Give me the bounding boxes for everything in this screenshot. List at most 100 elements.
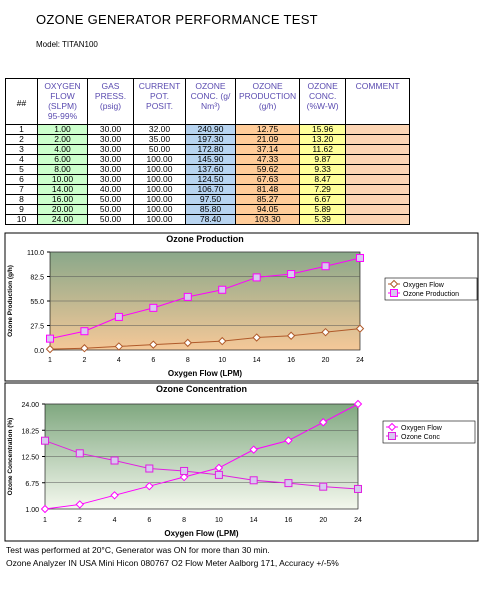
table-cell: 103.30 — [234, 214, 301, 225]
data-point — [110, 456, 119, 465]
y-tick-label: 18.25 — [21, 428, 39, 435]
series-line — [49, 257, 361, 340]
comment-cell — [345, 214, 411, 225]
data-point — [214, 470, 223, 479]
y-tick-label: 12.50 — [21, 455, 39, 462]
data-point — [287, 270, 296, 279]
x-tick-label: 14 — [253, 357, 261, 364]
x-tick-label: 8 — [182, 517, 186, 524]
header-cell: ## — [5, 78, 38, 125]
header-row: ## OXYGEN FLOW (SLPM) 95-99% GAS PRESS. (p… — [5, 78, 411, 125]
data-point — [180, 466, 189, 475]
model: Model: TITAN100 — [36, 40, 98, 49]
legend-box — [384, 277, 478, 301]
legend-label: Oxygen Flow — [401, 425, 443, 432]
legend-label: Ozone Conc — [401, 434, 440, 441]
x-tick-label: 10 — [218, 357, 226, 364]
data-point — [46, 334, 54, 343]
y-tick-label: 110.0 — [27, 250, 44, 257]
table-row: 7 14.00 40.00 100.00 106.70 81.48 7.29 — [5, 184, 411, 195]
data-point — [356, 253, 364, 262]
legend-marker — [388, 432, 396, 440]
data-point — [249, 476, 258, 485]
x-tick-label: 10 — [215, 517, 223, 524]
data-point — [183, 292, 192, 301]
data-point — [183, 338, 192, 348]
y-tick-label: 24.00 — [21, 402, 39, 409]
x-tick-label: 20 — [319, 517, 327, 524]
data-point — [114, 312, 123, 321]
series-line — [49, 328, 361, 350]
table-row: 1 1.00 30.00 32.00 240.90 12.75 15.96 — [5, 124, 411, 135]
table-row: 4 6.00 30.00 100.00 145.90 47.33 9.87 — [5, 154, 411, 165]
x-tick-label: 24 — [356, 357, 364, 364]
legend-marker — [389, 279, 399, 289]
x-tick-label: 1 — [43, 517, 47, 524]
x-tick-label: 16 — [285, 517, 293, 524]
series-line — [44, 440, 359, 490]
data-point — [149, 340, 158, 349]
table-row: 6 10.00 30.00 100.00 124.50 67.63 8.47 — [5, 174, 411, 185]
data-point — [218, 336, 227, 346]
data-point — [40, 504, 50, 514]
x-tick-label: 2 — [82, 357, 86, 364]
footer-note: Test was performed at 20°C, Generator wa… — [6, 545, 270, 555]
y-tick-label: 0.0 — [34, 348, 44, 355]
data-point — [80, 344, 89, 353]
legend-label: Oxygen Flow — [403, 282, 445, 289]
data-point — [45, 344, 55, 354]
data-point — [286, 331, 296, 340]
data-point — [75, 500, 84, 509]
y-tick-label: 6.75 — [25, 481, 39, 488]
data-point — [284, 479, 293, 488]
data-point — [252, 333, 261, 342]
chart-frame — [4, 382, 479, 542]
x-tick-label: 24 — [354, 517, 362, 524]
chart-title: Ozone Concentration — [156, 384, 247, 394]
header-cell: COMMENT — [345, 78, 411, 125]
x-tick-label: 4 — [113, 517, 117, 524]
legend-marker — [387, 422, 397, 432]
x-tick-label: 8 — [186, 357, 190, 364]
x-tick-label: 1 — [48, 357, 52, 364]
data-point — [145, 464, 154, 473]
data-point — [110, 491, 119, 500]
data-point — [319, 482, 328, 491]
data-point — [321, 327, 330, 337]
header-cell: OXYGEN FLOW (SLPM) 95-99% — [37, 78, 88, 125]
x-tick-label: 6 — [147, 517, 151, 524]
legend-marker — [390, 289, 398, 297]
data-point — [80, 327, 89, 336]
data-point — [252, 273, 261, 282]
y-axis-title: Ozone Concentration (%) — [7, 418, 14, 496]
x-axis-title: Oxygen Flow (LPM) — [164, 529, 239, 538]
data-point — [145, 481, 154, 491]
y-tick-label: 55.0 — [30, 299, 44, 306]
footer-note: Ozone Analyzer IN USA Mini Hicon 080767 … — [6, 558, 339, 568]
x-axis-title: Oxygen Flow (LPM) — [168, 369, 243, 378]
data-point — [355, 324, 365, 333]
model-value: TITAN100 — [62, 40, 98, 49]
x-tick-label: 14 — [250, 517, 258, 524]
legend-label: Ozone Production — [403, 291, 459, 298]
data-table: ## OXYGEN FLOW (SLPM) 95-99% GAS PRESS. (p… — [5, 78, 411, 225]
x-tick-label: 16 — [287, 357, 295, 364]
data-point — [149, 303, 158, 312]
chart-frame — [4, 232, 479, 382]
header-cell: OZONE PRODUCTION (g/h) — [234, 78, 301, 125]
x-tick-label: 20 — [322, 357, 330, 364]
table-row: 10 24.00 50.00 100.00 78.40 103.30 5.39 — [5, 214, 411, 225]
data-point — [321, 262, 330, 271]
y-tick-label: 82.5 — [30, 275, 44, 282]
data-point — [249, 445, 258, 454]
y-tick-label: 1.00 — [25, 507, 39, 514]
data-point — [41, 436, 49, 445]
model-label: Model: — [36, 40, 61, 49]
data-point — [114, 342, 124, 351]
data-point — [179, 472, 189, 482]
y-axis-title: Ozone Production (g/h) — [7, 265, 14, 337]
data-point — [319, 418, 328, 427]
data-point — [218, 285, 227, 294]
data-point — [354, 484, 362, 493]
